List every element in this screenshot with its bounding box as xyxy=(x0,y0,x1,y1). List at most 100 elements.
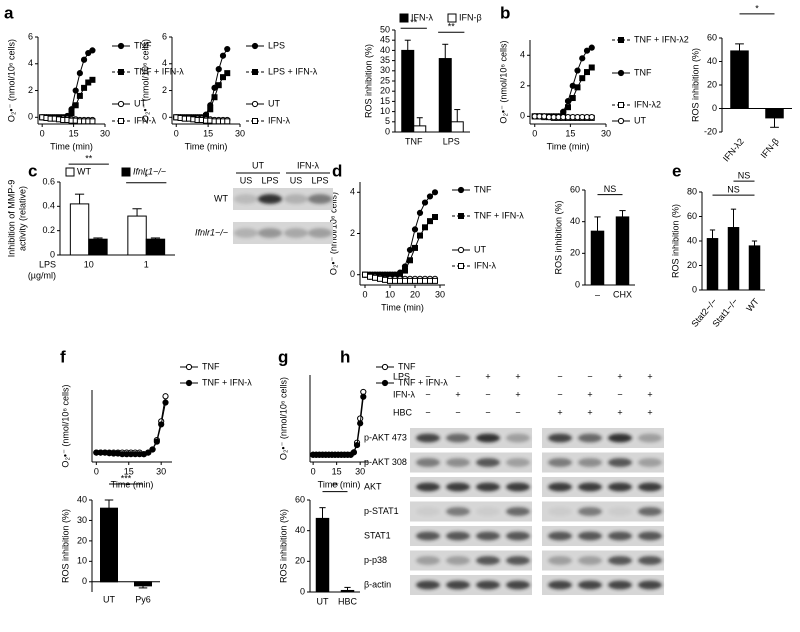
y-axis-label: ROS inhibition (%) xyxy=(690,48,700,122)
blot-band xyxy=(548,433,572,443)
data-point xyxy=(68,110,75,117)
legend-label: WT xyxy=(77,166,91,176)
legend-swatch xyxy=(399,13,409,23)
blot-band xyxy=(416,531,440,541)
significance-label: NS xyxy=(727,185,740,195)
legend-label: TNF xyxy=(202,361,220,371)
y-tick-label: 0.2 xyxy=(42,225,55,235)
blot-band xyxy=(506,482,530,492)
legend-label: TNF + IFN-λ xyxy=(134,66,184,76)
error-bar xyxy=(104,499,114,509)
blot-band xyxy=(608,458,632,467)
blot-band xyxy=(548,580,572,590)
data-point xyxy=(162,393,169,400)
y-axis-label: Inhibition of MMP-9 xyxy=(6,180,16,258)
series-line xyxy=(96,402,166,455)
error-bar xyxy=(730,208,737,228)
x-tick-label: 20 xyxy=(410,289,420,299)
y-tick-label: 60 xyxy=(687,211,697,221)
blot-band xyxy=(578,433,602,443)
treatment-sign: + xyxy=(617,407,622,417)
bar xyxy=(727,227,740,291)
blot-band xyxy=(234,194,258,204)
bar xyxy=(315,517,330,593)
legend-marker xyxy=(117,100,125,108)
panel-label: d xyxy=(332,161,342,180)
x-tick-label: 15 xyxy=(69,128,79,138)
blot-band xyxy=(638,507,662,516)
y-tick-label: 40 xyxy=(295,525,305,535)
data-point xyxy=(220,74,226,81)
legend-label: TNF + IFN-λ2 xyxy=(634,34,689,44)
data-point xyxy=(153,438,160,445)
bar xyxy=(438,58,452,133)
data-point xyxy=(211,94,218,101)
data-point xyxy=(145,449,152,456)
data-point xyxy=(402,267,408,274)
legend-marker xyxy=(118,69,124,75)
blot-background xyxy=(410,501,532,522)
x-tick-label: 0 xyxy=(94,466,99,476)
blot-band xyxy=(608,433,632,443)
data-point xyxy=(89,47,96,54)
legend-marker xyxy=(617,69,625,77)
x-tick-label: IFN-β xyxy=(759,136,781,160)
blot-background xyxy=(542,428,664,448)
x-tick-label: 15 xyxy=(124,466,134,476)
legend-swatch xyxy=(121,167,131,177)
x-tick-label: 10 xyxy=(84,259,94,269)
treatment-sign: − xyxy=(557,389,562,399)
y-tick-label: 40 xyxy=(687,235,697,245)
legend-marker xyxy=(618,102,624,108)
blot-background xyxy=(542,452,664,473)
series-line xyxy=(176,72,228,118)
blot-band xyxy=(258,194,282,204)
x-tick-label: UT xyxy=(317,596,329,606)
y-tick-label: 0 xyxy=(692,284,697,294)
data-point xyxy=(72,87,79,94)
significance-label: ** xyxy=(410,18,418,28)
blot-row-label: p-AKT 308 xyxy=(364,457,407,467)
blot-band xyxy=(446,556,470,565)
legend-marker xyxy=(185,363,193,371)
blot-band xyxy=(506,433,530,443)
x-tick-label: 0 xyxy=(532,128,537,138)
data-point xyxy=(579,75,586,82)
blot-band xyxy=(548,531,572,541)
legend-marker xyxy=(457,246,465,254)
blot-band xyxy=(284,228,308,238)
legend-label: TNF + IFN-λ xyxy=(474,210,524,220)
bar xyxy=(413,125,427,133)
legend-label: IFN-λ xyxy=(474,260,496,270)
treatment-sign: − xyxy=(617,389,622,399)
x-axis-unit: (µg/ml) xyxy=(28,270,56,280)
x-tick-label: 10 xyxy=(385,289,395,299)
error-bar xyxy=(150,237,161,240)
blot-band xyxy=(638,556,662,565)
x-tick-label: UT xyxy=(103,594,115,604)
data-point xyxy=(574,67,581,74)
data-point xyxy=(402,277,408,284)
error-bar xyxy=(442,43,449,59)
blot-background xyxy=(542,477,664,497)
error-bar xyxy=(619,210,626,217)
blot-band xyxy=(476,433,500,443)
legend-label: UT xyxy=(634,115,646,125)
legend-marker xyxy=(618,37,624,43)
treatment-sign: + xyxy=(485,371,490,381)
y-axis-label: O₂•⁻ (nmol/10⁶ cells) xyxy=(140,39,150,122)
legend-marker xyxy=(252,69,258,75)
data-point xyxy=(215,66,222,73)
blot-band xyxy=(548,556,572,565)
blot-band xyxy=(446,458,470,467)
significance-label: NS xyxy=(604,184,617,194)
blot-band xyxy=(446,482,470,492)
blot-lane-label: US xyxy=(290,175,303,185)
data-point xyxy=(432,214,438,221)
x-tick-label: 1 xyxy=(144,259,149,269)
legend-label: TNF xyxy=(134,40,152,50)
data-point xyxy=(564,97,572,105)
legend-marker xyxy=(458,213,464,219)
blot-band xyxy=(608,482,632,492)
y-axis-label: ROS inhibition (%) xyxy=(553,200,563,274)
